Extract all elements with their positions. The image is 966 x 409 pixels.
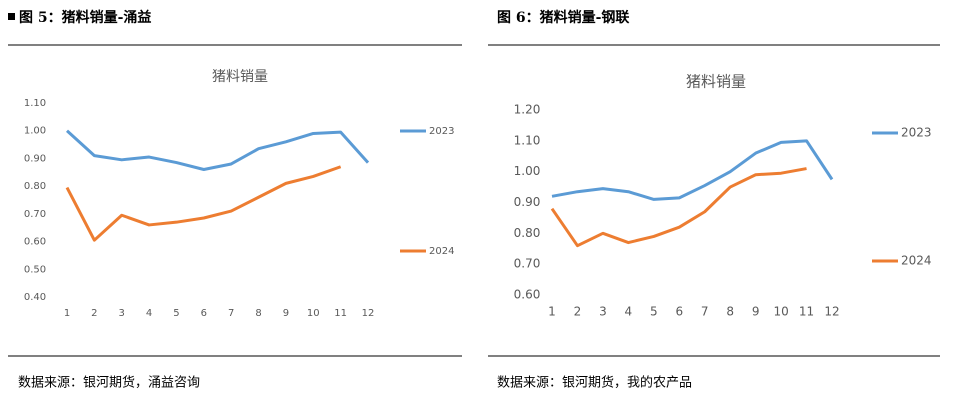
y-tick-label: 0.90 bbox=[24, 153, 46, 164]
series-line bbox=[551, 139, 834, 201]
x-tick-label: 12 bbox=[362, 308, 375, 319]
chart-title: 猪料销量 bbox=[686, 73, 746, 91]
y-tick-label: 1.00 bbox=[514, 164, 541, 178]
legend-label: 2024 bbox=[429, 246, 454, 257]
x-tick-label: 9 bbox=[752, 305, 760, 319]
x-tick-label: 6 bbox=[675, 305, 683, 319]
x-tick-label: 2 bbox=[574, 305, 582, 319]
series-line bbox=[65, 129, 370, 172]
y-tick-label: 0.70 bbox=[514, 257, 541, 271]
x-tick-label: 6 bbox=[201, 308, 207, 319]
caption: 图 5：猪料销量-涌益 bbox=[19, 9, 151, 26]
source: 数据来源：银河期货，涌益咨询 bbox=[18, 375, 200, 391]
x-tick-label: 8 bbox=[255, 308, 261, 319]
x-tick-label: 5 bbox=[650, 305, 658, 319]
x-tick-label: 2 bbox=[91, 308, 97, 319]
y-tick-label: 1.00 bbox=[24, 126, 46, 137]
x-tick-label: 10 bbox=[307, 308, 320, 319]
y-tick-label: 1.10 bbox=[514, 133, 541, 147]
legend-label: 2024 bbox=[901, 254, 932, 268]
x-tick-label: 4 bbox=[146, 308, 152, 319]
y-tick-label: 0.80 bbox=[514, 226, 541, 240]
y-tick-label: 0.50 bbox=[24, 264, 46, 275]
y-tick-label: 1.20 bbox=[514, 103, 541, 117]
x-tick-label: 10 bbox=[773, 305, 788, 319]
y-tick-label: 0.60 bbox=[24, 237, 46, 248]
x-tick-label: 12 bbox=[824, 305, 839, 319]
x-tick-label: 4 bbox=[625, 305, 633, 319]
x-tick-label: 3 bbox=[119, 308, 125, 319]
bullet bbox=[8, 13, 15, 20]
x-tick-label: 5 bbox=[173, 308, 179, 319]
caption: 图 6：猪料销量-钢联 bbox=[497, 9, 630, 26]
series-line bbox=[550, 167, 807, 248]
legend-label: 2023 bbox=[901, 126, 932, 140]
series-line bbox=[65, 165, 342, 242]
x-tick-label: 7 bbox=[701, 305, 709, 319]
y-tick-label: 1.10 bbox=[24, 98, 46, 109]
x-tick-label: 1 bbox=[64, 308, 70, 319]
x-tick-label: 7 bbox=[228, 308, 234, 319]
legend-label: 2023 bbox=[429, 126, 454, 137]
x-tick-label: 3 bbox=[599, 305, 607, 319]
source: 数据来源：银河期货，我的农产品 bbox=[497, 375, 692, 391]
y-tick-label: 0.90 bbox=[514, 195, 541, 209]
x-tick-label: 9 bbox=[283, 308, 289, 319]
chart-title: 猪料销量 bbox=[212, 69, 268, 85]
x-tick-label: 11 bbox=[799, 305, 814, 319]
x-tick-label: 1 bbox=[548, 305, 556, 319]
y-tick-label: 0.70 bbox=[24, 209, 46, 220]
y-tick-label: 0.60 bbox=[514, 288, 541, 302]
y-tick-label: 0.80 bbox=[24, 181, 46, 192]
x-tick-label: 8 bbox=[726, 305, 734, 319]
y-tick-label: 0.40 bbox=[24, 292, 46, 303]
x-tick-label: 11 bbox=[334, 308, 347, 319]
